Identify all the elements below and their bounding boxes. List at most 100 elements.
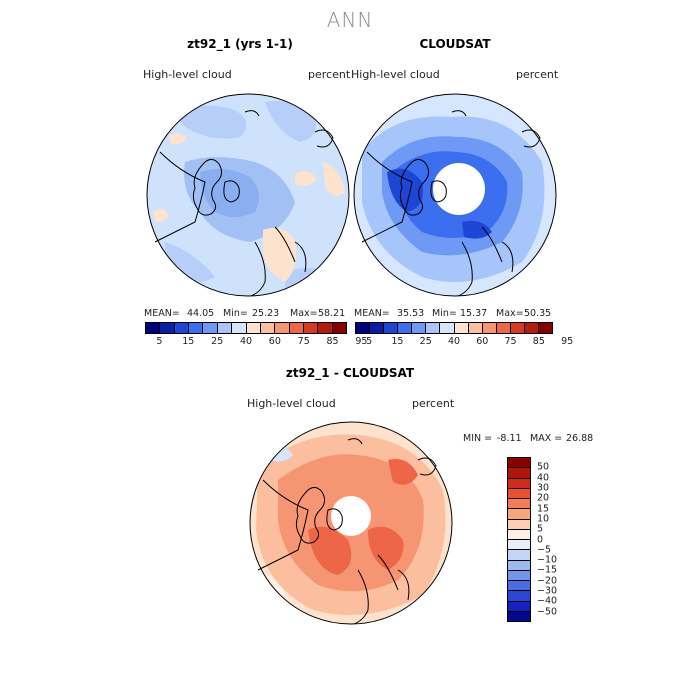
colorbar-label: −20 xyxy=(537,575,558,587)
colorbar-swatch xyxy=(203,323,218,333)
colorbar-tick-label: 40 xyxy=(239,336,253,347)
colorbar-tick-label: 85 xyxy=(326,336,339,347)
colorbar-tick-label: 60 xyxy=(268,336,281,347)
colorbar-swatch xyxy=(217,323,233,333)
colorbar-label: 30 xyxy=(537,482,550,494)
colorbar-swatch xyxy=(246,323,261,333)
colorbar-swatch xyxy=(289,323,304,333)
panel3-max: 26.88 xyxy=(566,433,594,444)
panel2-polar-map xyxy=(353,93,557,297)
panel1-colorbar xyxy=(145,322,347,334)
colorbar-label: −5 xyxy=(537,544,552,556)
colorbar-swatch xyxy=(468,323,483,333)
colorbar-swatch xyxy=(508,458,530,469)
colorbar-swatch xyxy=(398,323,413,333)
colorbar-tick-label: 15 xyxy=(391,336,404,347)
panel2-units: percent xyxy=(516,68,559,81)
season-title: ANN xyxy=(326,8,374,32)
colorbar-tick-label: 25 xyxy=(419,336,432,347)
panel2-mean: 35.53 xyxy=(397,308,425,319)
colorbar-tick-label: 60 xyxy=(476,336,489,347)
panel3-min-label: MIN = xyxy=(463,433,493,444)
colorbar-swatch xyxy=(303,323,319,333)
colorbar-swatch xyxy=(508,519,530,530)
panel3-colorbar xyxy=(507,457,531,622)
colorbar-tick-label: 75 xyxy=(504,336,517,347)
colorbar-swatch xyxy=(539,323,553,333)
colorbar-label: −10 xyxy=(537,554,558,566)
colorbar-swatch xyxy=(508,529,530,540)
colorbar-swatch xyxy=(508,499,530,510)
panel1-variable: High-level cloud xyxy=(143,68,232,81)
panel1-polar-map xyxy=(146,93,350,297)
colorbar-swatch xyxy=(275,323,290,333)
colorbar-tick-label: 85 xyxy=(532,336,545,347)
colorbar-tick-label: 40 xyxy=(447,336,461,347)
colorbar-swatch xyxy=(508,540,530,551)
colorbar-swatch xyxy=(508,591,530,602)
panel3-variable: High-level cloud xyxy=(247,397,336,410)
colorbar-label: 0 xyxy=(537,534,544,545)
panel2-max: 50.35 xyxy=(524,308,552,319)
colorbar-label: 5 xyxy=(537,523,544,535)
panel3-title: zt92_1 - CLOUDSAT xyxy=(285,366,415,380)
panel2-min-label: Min= xyxy=(432,308,457,319)
colorbar-swatch xyxy=(508,560,530,571)
colorbar-swatch xyxy=(426,323,441,333)
colorbar-swatch xyxy=(174,323,190,333)
colorbar-tick-label: 75 xyxy=(297,336,310,347)
panel3-min: -8.11 xyxy=(497,433,522,444)
colorbar-swatch xyxy=(508,550,530,561)
colorbar-swatch xyxy=(510,323,525,333)
panel1-mean-label: MEAN= xyxy=(144,308,180,319)
panel3-polar-map xyxy=(249,421,453,625)
colorbar-tick-label: 95 xyxy=(561,336,574,347)
panel1-max: 58.21 xyxy=(318,308,346,319)
colorbar-swatch xyxy=(332,323,347,333)
panel2-colorbar-ticks: 5 15 25 40 60 75 85 95 xyxy=(355,336,573,350)
colorbar-swatch xyxy=(508,468,530,479)
panel2-mean-label: MEAN= xyxy=(354,308,390,319)
colorbar-swatch xyxy=(232,323,247,333)
colorbar-swatch xyxy=(160,323,175,333)
colorbar-swatch xyxy=(412,323,427,333)
colorbar-label: 20 xyxy=(537,492,550,504)
colorbar-label: 15 xyxy=(537,503,550,515)
panel2-min: 15.37 xyxy=(460,308,488,319)
colorbar-tick-label: 95 xyxy=(355,336,368,347)
colorbar-swatch xyxy=(189,323,204,333)
panel1-title: zt92_1 (yrs 1-1) xyxy=(187,37,293,51)
colorbar-tick-label: 25 xyxy=(211,336,224,347)
colorbar-label: 50 xyxy=(537,461,550,473)
panel1-mean: 44.05 xyxy=(187,308,215,319)
panel1-max-label: Max= xyxy=(290,308,318,319)
colorbar-label: 40 xyxy=(537,472,550,484)
colorbar-label: −30 xyxy=(537,585,558,597)
panel3-units: percent xyxy=(412,397,455,410)
panel3-colorbar-labels: 50 40 30 20 15 10 5 0 −5 −10 −15 −20 −30 −40 −50 xyxy=(537,457,577,620)
colorbar-swatch xyxy=(318,323,333,333)
colorbar-swatch xyxy=(384,323,399,333)
panel1-colorbar-ticks: 5 15 25 40 60 75 85 95 xyxy=(145,336,367,350)
colorbar-swatch xyxy=(508,601,530,612)
panel1-min-label: Min= xyxy=(223,308,248,319)
colorbar-label: −15 xyxy=(537,564,558,576)
panel1-min: 25.23 xyxy=(252,308,280,319)
colorbar-swatch xyxy=(508,570,530,581)
panel2-title: CLOUDSAT xyxy=(419,37,491,51)
colorbar-swatch xyxy=(146,323,161,333)
panel3-max-label: MAX = xyxy=(530,433,563,444)
panel1-units: percent xyxy=(308,68,351,81)
colorbar-swatch xyxy=(454,323,469,333)
colorbar-swatch xyxy=(508,611,530,621)
colorbar-tick-label: 15 xyxy=(182,336,195,347)
colorbar-tick-label: 5 xyxy=(156,336,163,347)
colorbar-swatch xyxy=(508,478,530,489)
colorbar-swatch xyxy=(440,323,455,333)
colorbar-swatch xyxy=(260,323,276,333)
colorbar-tick-label: 5 xyxy=(366,336,373,347)
panel2-colorbar xyxy=(355,322,553,334)
panel2-max-label: Max= xyxy=(496,308,524,319)
colorbar-label: −40 xyxy=(537,595,558,607)
colorbar-swatch xyxy=(370,323,385,333)
